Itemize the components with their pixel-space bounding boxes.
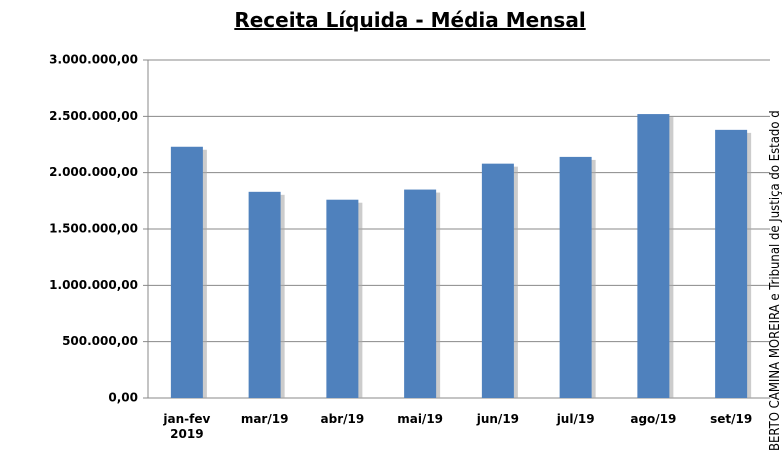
y-tick-label: 1.500.000,00 bbox=[49, 222, 138, 236]
x-tick-label: ago/19 bbox=[630, 412, 677, 426]
side-annotation: BERTO CAMINA MOREIRA e Tribunal de Justi… bbox=[768, 110, 782, 451]
y-tick-label: 2.000.000,00 bbox=[49, 165, 138, 179]
x-tick-label: set/19 bbox=[710, 412, 753, 426]
bar bbox=[715, 129, 748, 398]
y-tick-label: 1.000.000,00 bbox=[49, 278, 138, 292]
y-tick-label: 2.500.000,00 bbox=[49, 109, 138, 123]
y-tick-label: 500.000,00 bbox=[62, 334, 138, 348]
bar bbox=[248, 191, 281, 398]
bar bbox=[637, 114, 670, 398]
x-tick-label: mai/19 bbox=[397, 412, 444, 426]
y-tick-label: 3.000.000,00 bbox=[49, 53, 138, 67]
chart-title: Receita Líquida - Média Mensal bbox=[234, 8, 586, 32]
y-tick-label: 0,00 bbox=[108, 391, 138, 405]
bar bbox=[559, 156, 592, 398]
x-tick-label: jul/19 bbox=[556, 412, 595, 426]
x-tick-label: mar/19 bbox=[240, 412, 289, 426]
bar bbox=[170, 146, 203, 398]
x-tick-label: jan-fev 2019 bbox=[163, 412, 211, 441]
bar bbox=[404, 189, 437, 398]
bar bbox=[326, 199, 359, 398]
x-tick-label: abr/19 bbox=[320, 412, 365, 426]
x-tick-label: jun/19 bbox=[476, 412, 520, 426]
bar bbox=[481, 163, 514, 398]
